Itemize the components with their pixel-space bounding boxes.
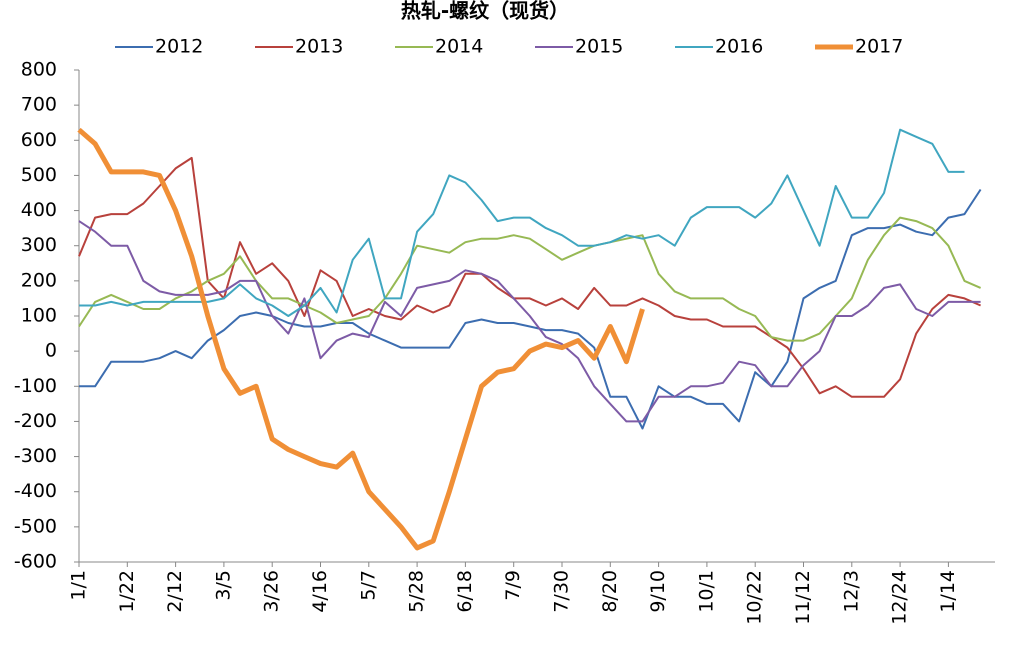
y-tick-label: -300: [14, 445, 57, 467]
x-tick-label: 12/3: [840, 570, 862, 613]
y-tick-label: 0: [45, 340, 57, 362]
legend-label: 2015: [575, 36, 623, 58]
y-tick-label: 500: [21, 164, 57, 186]
series-line: [79, 128, 965, 317]
x-tick-label: 5/28: [406, 570, 428, 613]
x-tick-label: 1/14: [937, 570, 959, 613]
x-tick-label: 4/16: [309, 570, 331, 613]
y-tick-label: 300: [21, 234, 57, 256]
legend-label: 2017: [855, 36, 903, 58]
x-tick-label: 12/24: [889, 570, 911, 625]
series-line: [78, 156, 982, 398]
x-tick-label: 1/22: [116, 570, 138, 613]
x-tick-label: 8/20: [599, 570, 621, 613]
x-tick-label: 11/12: [792, 570, 814, 625]
series-line: [79, 188, 982, 430]
y-tick-label: 200: [21, 269, 57, 291]
x-tick-label: 6/18: [454, 570, 476, 613]
series-line: [78, 220, 981, 423]
x-tick-label: 10/22: [744, 570, 766, 625]
y-tick-label: -200: [14, 410, 57, 432]
x-tick-label: 2/12: [164, 570, 186, 613]
legend-label: 2013: [295, 36, 343, 58]
legend-label: 2014: [435, 36, 483, 58]
y-tick-label: 100: [21, 305, 57, 327]
legend-label: 2012: [155, 36, 203, 58]
x-tick-label: 9/10: [647, 570, 669, 613]
x-tick-label: 7/9: [502, 570, 524, 601]
y-tick-label: -100: [14, 375, 57, 397]
x-tick-label: 3/26: [261, 570, 283, 613]
y-tick-label: -600: [14, 551, 57, 573]
y-tick-label: 600: [21, 129, 57, 151]
x-tick-label: 1/1: [68, 570, 90, 601]
chart-title: 热轧-螺纹（现货）: [401, 0, 569, 23]
x-tick-label: 10/1: [695, 570, 717, 613]
y-tick-label: 800: [21, 59, 57, 81]
legend-label: 2016: [715, 36, 763, 58]
x-tick-label: 5/7: [357, 570, 379, 601]
series-line: [77, 127, 645, 551]
x-tick-label: 7/30: [551, 570, 573, 613]
y-tick-label: -400: [14, 480, 57, 502]
series-line: [78, 216, 981, 342]
y-tick-label: -500: [14, 515, 57, 537]
y-tick-label: 700: [21, 94, 57, 116]
y-tick-label: 400: [21, 199, 57, 221]
x-tick-label: 3/5: [212, 570, 234, 601]
